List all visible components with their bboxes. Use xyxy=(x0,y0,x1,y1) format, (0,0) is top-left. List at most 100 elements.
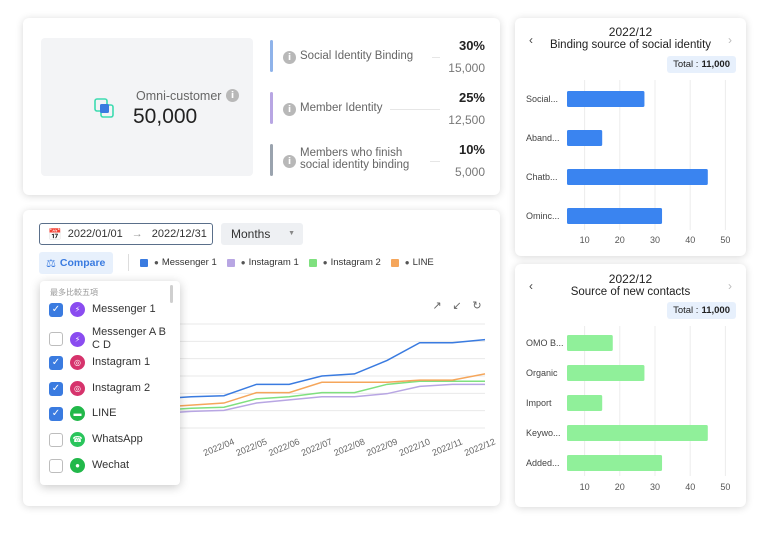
chart-date: 2022/12 xyxy=(608,272,653,286)
x-tick-label: 30 xyxy=(650,235,660,245)
period-select[interactable]: Months ▼ xyxy=(221,223,303,245)
chevron-right-icon[interactable]: › xyxy=(728,33,732,47)
compare-option[interactable]: ✓ ◎ Instagram 1 xyxy=(49,355,174,370)
messenger-icon: ● xyxy=(154,258,159,267)
bar[interactable] xyxy=(567,425,708,441)
calendar-icon: 📅 xyxy=(48,228,62,241)
info-icon[interactable]: i xyxy=(283,155,296,168)
bar[interactable] xyxy=(567,335,613,351)
info-icon[interactable]: i xyxy=(226,89,239,102)
x-tick-label: 2022/10 xyxy=(398,436,432,457)
export-icon[interactable]: ↗ xyxy=(432,300,442,312)
bar[interactable] xyxy=(567,455,663,471)
checkbox-unchecked[interactable] xyxy=(49,432,63,447)
total-badge: Total : 11,000 xyxy=(667,302,736,319)
x-tick-label: 40 xyxy=(685,482,695,492)
new-contacts-card: 10 20 30 40 50 OMO B... Organic Import Keywo... A… xyxy=(515,264,746,507)
bar[interactable] xyxy=(567,208,663,224)
refresh-icon[interactable]: ↻ xyxy=(472,300,482,312)
bar[interactable] xyxy=(567,130,603,146)
compare-option[interactable]: ⚡ Messenger A B C D xyxy=(49,326,174,352)
option-label: Wechat xyxy=(92,459,130,471)
chevron-left-icon[interactable]: ‹ xyxy=(529,33,533,47)
omni-customer-box: Omni-customer i 50,000 xyxy=(41,38,253,176)
bar[interactable] xyxy=(567,169,708,185)
compare-option[interactable]: ✓ ⚡ Messenger 1 xyxy=(49,302,174,317)
legend-swatch xyxy=(226,258,235,267)
option-label: Messenger A B C D xyxy=(92,326,166,351)
bar[interactable] xyxy=(567,91,645,107)
bar[interactable] xyxy=(567,395,603,411)
checkbox-checked[interactable]: ✓ xyxy=(49,381,63,396)
legend-divider xyxy=(128,254,129,271)
x-tick-label: 30 xyxy=(650,482,660,492)
metric-divider xyxy=(432,57,440,58)
date-start: 2022/01/01 xyxy=(67,228,123,240)
whatsapp-icon: ☎ xyxy=(70,432,85,447)
compare-option[interactable]: ● Wechat xyxy=(49,458,174,473)
total-label: Total : xyxy=(673,305,699,316)
x-tick-label: 50 xyxy=(720,482,730,492)
x-tick-label: 2022/07 xyxy=(300,436,334,457)
legend-swatch xyxy=(140,258,148,267)
metric-value: 12,500 xyxy=(448,113,485,127)
checkbox-checked[interactable]: ✓ xyxy=(49,406,63,421)
metric-label: Social Identity Binding xyxy=(300,50,414,62)
series-line xyxy=(125,338,486,403)
compare-button[interactable]: ⚖ Compare xyxy=(39,252,113,274)
series-line xyxy=(125,373,486,411)
x-tick-label: 2022/11 xyxy=(431,437,464,458)
legend-item[interactable]: ● Instagram 2 xyxy=(308,257,381,268)
category-label: Keywo... xyxy=(526,428,561,438)
legend-swatch xyxy=(390,258,399,267)
chevron-right-icon[interactable]: › xyxy=(728,279,732,293)
metric-label: Member Identity xyxy=(300,102,383,114)
metric-value: 15,000 xyxy=(448,61,485,75)
instagram-icon: ◎ xyxy=(70,381,85,396)
option-label: LINE xyxy=(92,407,117,419)
chevron-left-icon[interactable]: ‹ xyxy=(529,279,533,293)
info-icon[interactable]: i xyxy=(283,51,296,64)
date-range-picker[interactable]: 📅 2022/01/01 → 2022/12/31 xyxy=(39,223,213,245)
line-icon: ● xyxy=(404,258,410,267)
compare-option[interactable]: ☎ WhatsApp xyxy=(49,432,174,447)
info-icon[interactable]: i xyxy=(283,103,296,116)
chart-date: 2022/12 xyxy=(608,25,653,39)
bar[interactable] xyxy=(567,365,645,381)
omni-customer-value: 50,000 xyxy=(133,105,198,128)
legend-item[interactable]: ● Messenger 1 xyxy=(140,257,217,268)
compare-option[interactable]: ✓ ▬ LINE xyxy=(49,406,174,421)
binding-source-card: 10 20 30 40 50 Social... Aband... Chatb... Ominc… xyxy=(515,18,746,256)
compare-icon: ⚖ xyxy=(46,257,56,270)
chart-title: Binding source of social identity xyxy=(549,39,712,51)
download-icon[interactable]: ↙ xyxy=(452,300,462,312)
new-contacts-bar-chart: 10 20 30 40 50 OMO B... Organic Import Keywo... A… xyxy=(526,326,730,492)
category-label: Import xyxy=(526,398,552,408)
legend-item[interactable]: ● LINE xyxy=(390,257,434,268)
metric-percentage: 30% xyxy=(458,38,485,53)
period-value: Months xyxy=(231,227,271,241)
total-value: 11,000 xyxy=(701,59,730,70)
series-line xyxy=(125,383,485,417)
category-label: Added... xyxy=(526,458,560,468)
category-label: Organic xyxy=(526,368,558,378)
messenger-icon: ⚡ xyxy=(70,302,85,317)
legend-swatch xyxy=(308,258,317,267)
compare-option[interactable]: ✓ ◎ Instagram 2 xyxy=(49,381,174,396)
option-label: Messenger 1 xyxy=(92,303,156,315)
x-tick-label: 20 xyxy=(615,235,625,245)
metric-accent-bar xyxy=(270,40,273,72)
scrollbar[interactable] xyxy=(170,285,173,303)
category-label: Ominc... xyxy=(526,211,560,221)
metric-label: Members who finish social identity bindi… xyxy=(300,147,409,171)
instagram-icon: ◎ xyxy=(70,355,85,370)
checkbox-checked[interactable]: ✓ xyxy=(49,302,63,317)
legend-item[interactable]: ● Instagram 1 xyxy=(226,257,299,268)
metric-label-line: Members who finish xyxy=(300,147,403,159)
compare-dropdown: 最多比較五項 ✓ ⚡ Messenger 1 ⚡ Messenger A B C D ✓ ◎… xyxy=(40,281,180,485)
x-tick-label: 40 xyxy=(685,235,695,245)
checkbox-checked[interactable]: ✓ xyxy=(49,355,63,370)
checkbox-unchecked[interactable] xyxy=(49,332,63,346)
category-label: Social... xyxy=(526,94,558,104)
checkbox-unchecked[interactable] xyxy=(49,458,63,473)
